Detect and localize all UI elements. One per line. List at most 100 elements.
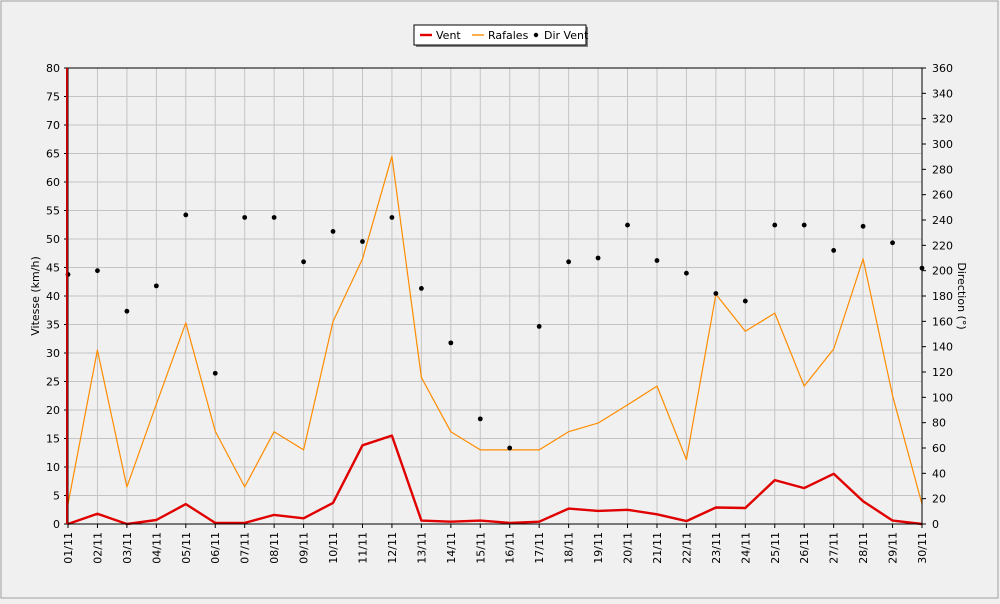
dir-vent-point [448,340,454,346]
left-tick-label: 35 [46,319,60,332]
right-tick-label: 300 [932,138,953,151]
dir-vent-point [212,370,218,376]
right-tick-label: 0 [932,518,939,531]
legend-dir-vent-label: Dir Vent [544,29,589,42]
x-tick-label: 21/11 [651,532,664,564]
x-tick-label: 08/11 [268,532,281,564]
dir-vent-point [890,240,895,246]
right-tick-label: 360 [932,62,953,75]
x-tick-label: 20/11 [622,532,635,564]
dir-vent-point [95,268,100,274]
right-tick-label: 280 [932,163,953,176]
right-tick-label: 20 [932,493,946,506]
dir-vent-point [625,222,630,228]
dir-vent-point [153,283,159,289]
right-tick-label: 340 [932,87,953,100]
x-tick-label: 23/11 [710,532,723,564]
left-tick-label: 55 [46,205,60,218]
x-tick-label: 01/11 [62,532,75,564]
left-tick-label: 15 [46,433,60,446]
legend: Vent Rafales Dir Vent [413,24,589,47]
x-tick-label: 11/11 [356,532,369,564]
axes: 0 5 10 15 20 25 30 35 40 45 50 55 60 65 70 75 80 0 20 40 60 8… [29,62,968,564]
left-tick-label: 45 [46,262,60,275]
dir-vent-point [536,324,542,329]
right-tick-label: 220 [932,239,953,252]
x-tick-label: 06/11 [209,532,222,564]
left-tick-label: 5 [53,490,60,503]
dir-vent-point [183,212,189,218]
x-tick-label: 14/11 [445,532,458,564]
x-tick-label: 27/11 [828,532,841,564]
x-tick-label: 03/11 [121,532,134,564]
series-layer [65,155,925,526]
dir-vent-point [684,270,689,276]
dir-vent-point [566,259,572,265]
right-tick-label: 180 [932,290,953,303]
legend-rafales-label: Rafales [488,29,529,42]
x-tick-label: 28/11 [857,532,870,564]
x-tick-label: 05/11 [180,532,193,564]
right-tick-label: 260 [932,189,953,202]
x-tick-label: 16/11 [504,532,517,564]
left-tick-label: 20 [46,404,60,417]
dir-vent-point [654,258,660,263]
x-tick-label: 15/11 [474,532,487,564]
left-tick-label: 65 [46,148,60,161]
dir-vent-point [595,255,601,261]
x-tick-label: 09/11 [298,532,311,564]
left-tick-label: 0 [53,518,60,531]
dir-vent-point [831,248,837,253]
right-axis-title: Direction (°) [955,262,968,329]
left-tick-label: 60 [46,176,60,189]
right-tick-label: 60 [932,442,946,455]
x-tick-label: 10/11 [327,532,340,564]
right-tick-label: 40 [932,467,946,480]
right-tick-label: 80 [932,417,946,430]
right-tick-label: 100 [932,391,953,404]
left-tick-label: 70 [46,119,60,132]
dir-vent-point [242,215,248,220]
left-tick-label: 75 [46,91,60,104]
x-tick-label: 04/11 [150,532,163,564]
x-tick-label: 07/11 [239,532,252,564]
right-tick-label: 160 [932,315,953,328]
dir-vent-point [742,298,748,304]
x-tick-label: 22/11 [680,532,693,564]
x-tick-label: 29/11 [887,532,900,564]
right-tick-label: 320 [932,113,953,126]
dir-vent-point [801,222,807,228]
dir-vent-point [330,229,336,234]
x-tick-label: 24/11 [739,532,752,564]
x-tick-label: 19/11 [592,532,605,564]
dir-vent-point [860,223,866,229]
legend-box [413,24,587,46]
x-tick-label: 18/11 [563,532,576,564]
legend-dir-vent-swatch [533,32,539,38]
x-tick-label: 17/11 [533,532,546,564]
dir-vent-point [360,239,365,244]
left-tick-label: 25 [46,376,60,389]
x-tick-label: 26/11 [798,532,811,564]
dir-vent-point [713,291,719,296]
grid [68,68,922,524]
x-tick-label: 25/11 [769,532,782,564]
vent-line [67,434,923,526]
dir-vent-point [271,215,277,220]
dir-vent-point [301,259,306,265]
x-tick-label: 13/11 [415,532,428,564]
x-tick-label: 12/11 [386,532,399,564]
left-tick-label: 50 [46,233,60,246]
right-tick-label: 120 [932,366,953,379]
left-tick-label: 40 [46,290,60,303]
left-tick-label: 30 [46,347,60,360]
right-tick-label: 200 [932,265,953,278]
left-tick-label: 10 [46,461,60,474]
right-tick-label: 140 [932,341,953,354]
left-tick-label: 80 [46,62,60,75]
right-tick-label: 240 [932,214,953,227]
dir-vent-point [389,215,395,220]
x-tick-label: 30/11 [916,532,929,564]
left-axis-title: Vitesse (km/h) [29,256,42,336]
